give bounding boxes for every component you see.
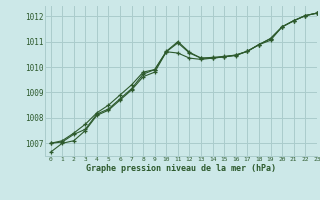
X-axis label: Graphe pression niveau de la mer (hPa): Graphe pression niveau de la mer (hPa): [86, 164, 276, 173]
